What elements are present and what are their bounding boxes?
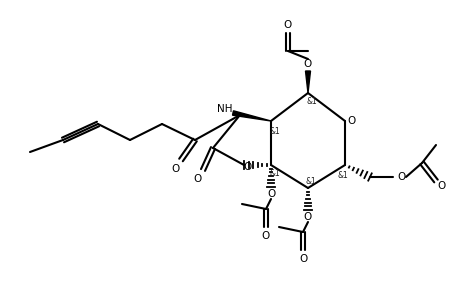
Text: &1: &1 xyxy=(307,97,317,107)
Text: O: O xyxy=(172,164,180,174)
Text: O: O xyxy=(284,20,292,30)
Text: &1: &1 xyxy=(338,171,349,181)
Text: O: O xyxy=(262,231,270,241)
Text: O: O xyxy=(398,172,406,182)
Text: &1: &1 xyxy=(269,170,280,178)
Polygon shape xyxy=(306,71,310,93)
Polygon shape xyxy=(233,111,271,121)
Text: O: O xyxy=(438,181,446,191)
Text: O: O xyxy=(243,162,251,172)
Text: O: O xyxy=(304,212,312,222)
Text: O: O xyxy=(299,254,307,264)
Text: O: O xyxy=(267,189,275,199)
Text: O: O xyxy=(348,116,356,126)
Text: NH: NH xyxy=(217,104,233,114)
Text: O: O xyxy=(194,174,202,184)
Text: &1: &1 xyxy=(306,178,317,187)
Text: &1: &1 xyxy=(269,127,280,135)
Text: O: O xyxy=(304,59,312,69)
